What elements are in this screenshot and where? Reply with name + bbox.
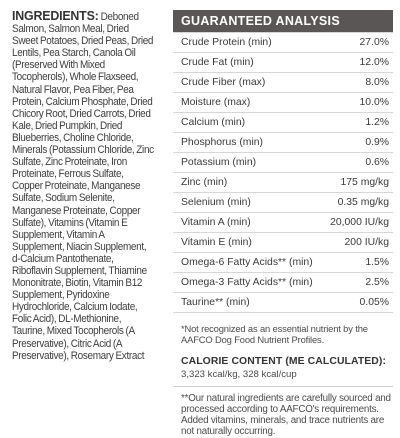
table-row: Vitamin E (min) 200 IU/kg xyxy=(173,233,393,253)
natural-ingredients-note: **Our natural ingredients are carefully … xyxy=(181,392,391,438)
aafco-footnote: *Not recognized as an essential nutrient… xyxy=(181,323,368,346)
nutrient-name: Phosphorus (min) xyxy=(181,137,264,148)
nutrient-value: 0.35 mg/kg xyxy=(337,197,389,208)
guaranteed-analysis-panel: GUARANTEED ANALYSIS Crude Protein (min) … xyxy=(173,10,393,438)
nutrient-name: Omega-6 Fatty Acids** (min) xyxy=(181,257,313,268)
nutrient-name: Calcium (min) xyxy=(181,117,246,128)
nutrient-name: Crude Protein (min) xyxy=(181,37,272,48)
table-row: Taurine** (min) 0.05% xyxy=(173,293,393,313)
ingredients-text: Deboned Salmon, Salmon Meal, Dried Sweet… xyxy=(12,11,154,362)
nutrient-value: 1.2% xyxy=(365,117,389,128)
nutrient-name: Zinc (min) xyxy=(181,177,228,188)
calorie-content-value: 3,323 kcal/kg, 328 kcal/cup xyxy=(181,368,297,380)
nutrient-name: Moisture (max) xyxy=(181,97,251,108)
table-row: Moisture (max) 10.0% xyxy=(173,93,393,113)
nutrient-name: Vitamin A (min) xyxy=(181,217,251,228)
nutrient-name: Vitamin E (min) xyxy=(181,237,252,248)
table-row: Zinc (min) 175 mg/kg xyxy=(173,173,393,193)
nutrient-name: Omega-3 Fatty Acids** (min) xyxy=(181,277,313,288)
nutrient-name: Taurine** (min) xyxy=(181,297,250,308)
table-row: Phosphorus (min) 0.9% xyxy=(173,133,393,153)
table-row: Omega-3 Fatty Acids** (min) 2.5% xyxy=(173,273,393,293)
nutrient-value: 2.5% xyxy=(365,277,389,288)
nutrient-value: 200 IU/kg xyxy=(344,237,389,248)
table-row: Calcium (min) 1.2% xyxy=(173,113,393,133)
table-row: Crude Fat (min) 12.0% xyxy=(173,53,393,73)
nutrient-value: 0.9% xyxy=(365,137,389,148)
nutrient-name: Selenium (min) xyxy=(181,197,251,208)
ingredients-panel: INGREDIENTS: Deboned Salmon, Salmon Meal… xyxy=(12,8,155,362)
nutrient-value: 0.05% xyxy=(359,297,389,308)
nutrient-value: 10.0% xyxy=(359,97,389,108)
table-row: Crude Fiber (max) 8.0% xyxy=(173,73,393,93)
table-row: Crude Protein (min) 27.0% xyxy=(173,32,393,53)
guaranteed-analysis-heading: GUARANTEED ANALYSIS xyxy=(173,10,393,32)
nutrient-value: 12.0% xyxy=(359,57,389,68)
section-divider xyxy=(173,385,393,387)
nutrient-name: Potassium (min) xyxy=(181,157,257,168)
ingredients-heading: INGREDIENTS: xyxy=(12,8,99,23)
analysis-table: Crude Protein (min) 27.0% Crude Fat (min… xyxy=(173,32,393,313)
product-label: INGREDIENTS: Deboned Salmon, Salmon Meal… xyxy=(12,8,393,437)
nutrient-value: 1.5% xyxy=(365,257,389,268)
table-row: Vitamin A (min) 20,000 IU/kg xyxy=(173,213,393,233)
nutrient-name: Crude Fat (min) xyxy=(181,57,254,68)
nutrient-value: 175 mg/kg xyxy=(340,177,389,188)
nutrient-value: 0.6% xyxy=(365,157,389,168)
table-row: Omega-6 Fatty Acids** (min) 1.5% xyxy=(173,253,393,273)
nutrient-value: 8.0% xyxy=(365,77,389,88)
calorie-content-heading: CALORIE CONTENT (ME CALCULATED): xyxy=(181,355,387,367)
nutrient-value: 27.0% xyxy=(359,37,389,48)
nutrient-name: Crude Fiber (max) xyxy=(181,77,266,88)
table-row: Potassium (min) 0.6% xyxy=(173,153,393,173)
table-row: Selenium (min) 0.35 mg/kg xyxy=(173,193,393,213)
nutrient-value: 20,000 IU/kg xyxy=(330,217,389,228)
